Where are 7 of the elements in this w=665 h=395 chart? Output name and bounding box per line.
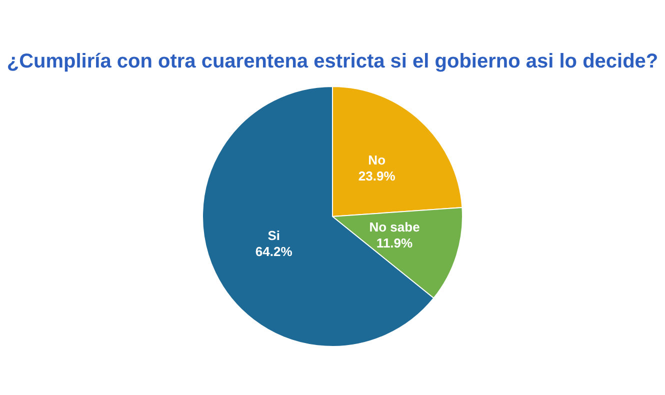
data-label: 64.2%	[255, 244, 293, 260]
slice-label: No sabe	[369, 220, 420, 235]
slice-label: Si	[268, 228, 280, 244]
data-label: 23.9%	[358, 168, 396, 184]
slice-label: No	[368, 152, 386, 168]
chart-title: ¿Cumpliría con otra cuarentena estricta si el gobierno asi lo decide?	[6, 50, 658, 73]
data-label: 11.9%	[376, 236, 414, 251]
